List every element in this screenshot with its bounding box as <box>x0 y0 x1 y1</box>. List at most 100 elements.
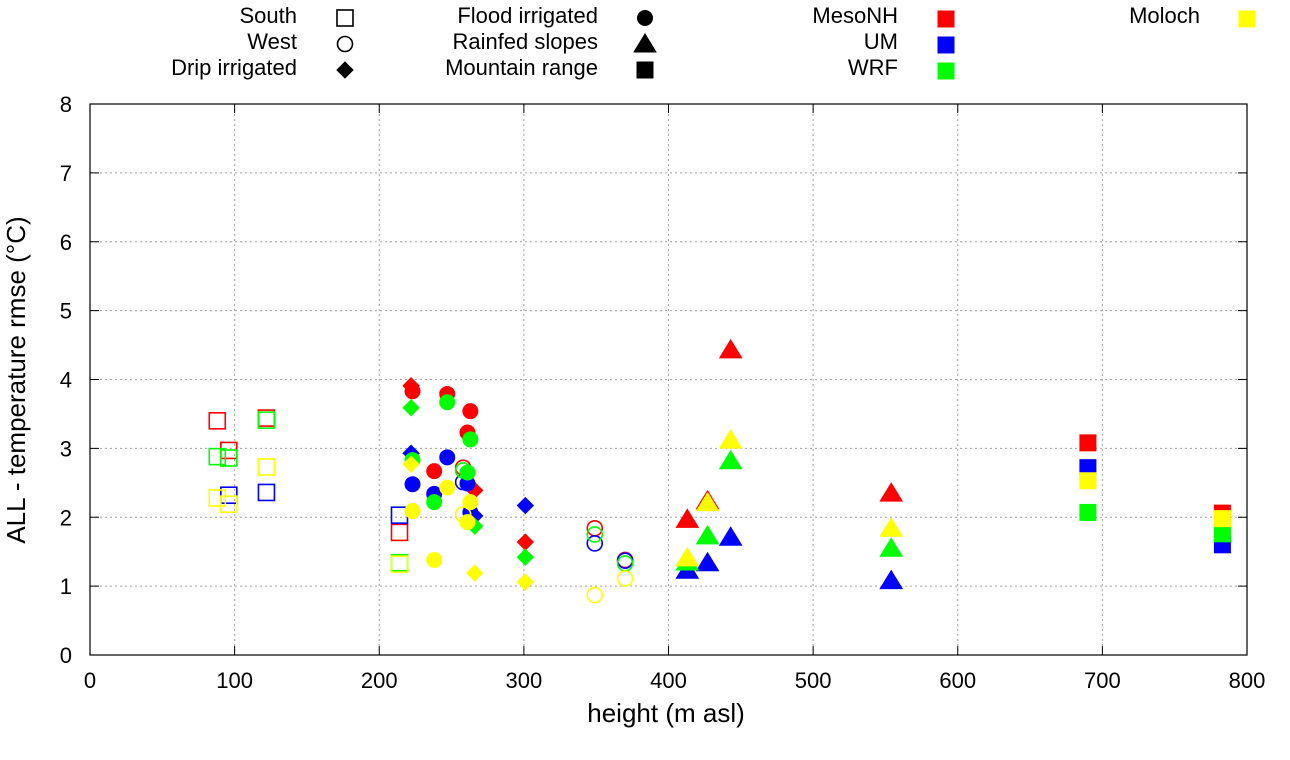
y-tick-label: 4 <box>60 368 72 393</box>
legend-marker-open-square <box>336 9 354 27</box>
data-point-wrf <box>459 464 476 481</box>
data-point-um <box>879 569 904 590</box>
data-point-mesonh <box>675 508 700 528</box>
data-point-moloch <box>879 517 904 537</box>
data-point-mesonh <box>462 403 479 420</box>
data-point-moloch <box>459 514 476 531</box>
data-point-moloch <box>616 570 634 587</box>
data-point-wrf <box>1213 525 1231 543</box>
data-point-wrf <box>718 449 743 470</box>
legend-marker-open-circle <box>336 35 354 53</box>
x-tick-label: 100 <box>216 668 253 693</box>
data-point-wrf <box>879 537 904 557</box>
data-point-wrf <box>462 431 479 448</box>
data-point-um <box>257 483 276 502</box>
data-point-um <box>516 496 535 515</box>
y-tick-label: 6 <box>60 230 72 255</box>
data-point-wrf <box>586 526 604 543</box>
y-tick-label: 1 <box>60 574 72 599</box>
data-point-wrf <box>695 524 720 545</box>
data-point-wrf <box>402 399 420 417</box>
data-point-moloch <box>675 546 700 567</box>
x-tick-label: 0 <box>84 668 96 693</box>
data-point-mesonh <box>390 523 409 542</box>
y-tick-label: 7 <box>60 161 72 186</box>
data-point-wrf <box>257 411 276 429</box>
legend-label: WRF <box>848 55 898 80</box>
legend-color-swatch <box>937 10 955 28</box>
data-point-moloch <box>426 551 443 568</box>
x-tick-label: 200 <box>361 668 398 693</box>
x-tick-label: 700 <box>1084 668 1121 693</box>
legend-label: Mountain range <box>445 55 598 80</box>
legend-marker-filled-triangle <box>633 33 657 53</box>
data-point-wrf <box>426 494 443 511</box>
y-tick-label: 2 <box>60 505 72 530</box>
data-point-wrf <box>208 447 227 466</box>
data-point-moloch <box>516 573 535 591</box>
data-point-mesonh <box>718 338 743 359</box>
data-point-um <box>718 526 743 546</box>
data-point-wrf <box>220 449 238 467</box>
legend-marker-filled-square <box>636 61 654 79</box>
legend-label: Moloch <box>1129 3 1200 28</box>
y-tick-label: 8 <box>60 92 72 117</box>
legend-color-swatch <box>937 36 955 54</box>
data-point-mesonh <box>404 383 421 400</box>
x-axis-label: height (m asl) <box>587 698 745 728</box>
data-point-mesonh <box>208 412 227 430</box>
x-tick-label: 800 <box>1229 668 1266 693</box>
data-point-um <box>695 551 720 572</box>
legend-marker-filled-circle <box>637 10 653 26</box>
data-point-moloch <box>208 489 227 507</box>
legend-label: Drip irrigated <box>171 55 297 80</box>
grid <box>90 104 1247 655</box>
legend-marker-filled-diamond <box>336 61 354 79</box>
legend-color-swatch <box>1238 10 1256 28</box>
legend-label: MesoNH <box>812 3 898 28</box>
axis-ticks: 0 100 200 300 400 500 600 700 800 0 1 2 3 4 5 6 7 8 <box>60 92 1266 693</box>
data-point-moloch <box>220 495 238 513</box>
data-point-wrf <box>516 548 535 566</box>
data-point-um <box>220 486 238 505</box>
x-tick-label: 500 <box>795 668 832 693</box>
x-tick-label: 600 <box>939 668 976 693</box>
legend-label: West <box>247 29 297 54</box>
data-point-mesonh <box>879 482 904 502</box>
data-point-moloch <box>1213 510 1231 528</box>
data-point-moloch <box>1079 472 1097 490</box>
y-axis-label: ALL - temperature rmse (°C) <box>1 216 31 543</box>
legend-label: Flood irrigated <box>457 3 598 28</box>
data-point-moloch <box>465 564 484 582</box>
legend-label: UM <box>864 29 898 54</box>
data-point-moloch <box>257 458 276 476</box>
data-point-moloch <box>718 429 743 449</box>
y-tick-label: 5 <box>60 299 72 324</box>
x-tick-label: 400 <box>650 668 687 693</box>
data-point-wrf <box>390 553 409 572</box>
data-point-um <box>404 476 421 493</box>
legend-label: Rainfed slopes <box>452 29 598 54</box>
y-tick-label: 3 <box>60 436 72 461</box>
data-point-moloch <box>404 503 421 520</box>
x-tick-label: 300 <box>506 668 543 693</box>
data-point-mesonh <box>426 463 443 480</box>
data-points <box>208 338 1231 604</box>
data-point-moloch <box>402 455 420 473</box>
data-point-wrf <box>439 394 456 411</box>
data-point-um <box>586 535 604 552</box>
legend-label: South <box>240 3 298 28</box>
data-point-mesonh <box>516 533 535 551</box>
data-point-moloch <box>439 479 456 496</box>
data-point-mesonh <box>1079 434 1097 452</box>
data-point-moloch <box>462 494 479 511</box>
data-point-moloch <box>390 555 409 573</box>
data-point-moloch <box>586 586 604 604</box>
data-point-moloch <box>695 491 720 512</box>
data-point-wrf <box>1079 503 1097 521</box>
y-tick-label: 0 <box>60 643 72 668</box>
data-point-um <box>439 449 456 466</box>
legend-color-swatch <box>937 62 955 80</box>
